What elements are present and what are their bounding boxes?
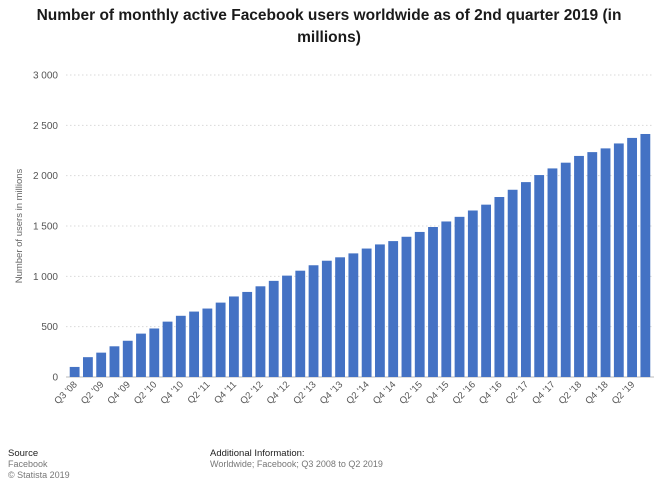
bar[interactable] (255, 286, 266, 377)
bar[interactable] (82, 357, 93, 377)
x-tick-label: Q4 '17 (530, 379, 557, 406)
x-tick-label: Q2 '14 (344, 379, 371, 406)
x-tick-label: Q4 '15 (424, 379, 451, 406)
additional-info-heading: Additional Information: (210, 448, 305, 459)
bar[interactable] (361, 248, 372, 377)
bar[interactable] (109, 346, 120, 377)
bar[interactable] (428, 227, 438, 377)
bar[interactable] (600, 148, 611, 377)
additional-info-text: Worldwide; Facebook; Q3 2008 to Q2 2019 (210, 459, 383, 469)
copyright-text: © Statista 2019 (8, 470, 70, 480)
bar[interactable] (162, 321, 173, 377)
bar[interactable] (242, 291, 253, 377)
x-tick-label: Q4 '14 (371, 379, 398, 406)
source-name[interactable]: Facebook (8, 459, 48, 469)
x-tick-label: Q2 '11 (186, 379, 213, 406)
bar[interactable] (149, 328, 160, 377)
additional-info-block: Additional Information: Worldwide; Faceb… (210, 448, 383, 470)
bar[interactable] (321, 260, 332, 377)
x-tick-label: Q2 '19 (610, 379, 637, 406)
x-tick-label: Q2 '13 (291, 379, 318, 406)
y-tick-label: 2 000 (33, 171, 58, 182)
bar[interactable] (282, 275, 292, 377)
bar[interactable] (308, 265, 319, 377)
y-tick-label: 500 (41, 322, 58, 333)
bar[interactable] (175, 315, 186, 377)
bar[interactable] (348, 253, 359, 377)
bar[interactable] (481, 204, 492, 377)
x-tick-label: Q4 '11 (212, 379, 239, 406)
bar[interactable] (441, 221, 452, 377)
x-tick-label: Q4 '12 (265, 379, 292, 406)
x-tick-label: Q2 '12 (238, 379, 265, 406)
bar[interactable] (494, 197, 505, 377)
y-tick-label: 1 500 (33, 222, 58, 233)
y-tick-label: 2 500 (33, 121, 58, 132)
x-tick-label: Q4 '18 (583, 379, 610, 406)
bar[interactable] (401, 236, 412, 377)
source-heading: Source (8, 448, 39, 459)
bar[interactable] (627, 137, 638, 377)
y-tick-label: 3 000 (33, 71, 58, 82)
source-block: Source Facebook © Statista 2019 (8, 448, 70, 481)
bar[interactable] (587, 152, 598, 377)
bar[interactable] (268, 280, 279, 377)
bar[interactable] (507, 189, 518, 377)
bar[interactable] (228, 296, 239, 377)
bar[interactable] (215, 302, 226, 377)
x-tick-label: Q2 '15 (397, 379, 424, 406)
bar[interactable] (640, 133, 651, 377)
bar[interactable] (560, 162, 571, 377)
x-tick-label: Q4 '09 (105, 379, 132, 406)
bar[interactable] (613, 143, 624, 377)
y-tick-label: 1 000 (33, 272, 58, 283)
bar[interactable] (374, 244, 385, 377)
bar[interactable] (534, 175, 545, 377)
chart-title: Number of monthly active Facebook users … (36, 7, 622, 46)
bar[interactable] (136, 333, 146, 377)
bar[interactable] (122, 340, 133, 377)
bar[interactable] (547, 168, 558, 377)
x-tick-label: Q2 '16 (451, 379, 478, 406)
bar[interactable] (335, 257, 346, 377)
x-tick-label: Q2 '10 (132, 379, 159, 406)
x-tick-label: Q4 '10 (159, 379, 186, 406)
x-tick-label: Q2 '09 (79, 379, 106, 406)
bar[interactable] (295, 270, 306, 377)
x-tick-label: Q4 '16 (477, 379, 504, 406)
bar[interactable] (388, 241, 399, 377)
y-axis-label: Number of users in millions (14, 168, 25, 283)
bar[interactable] (467, 210, 478, 377)
x-tick-label: Q2 '17 (504, 379, 531, 406)
bar[interactable] (189, 311, 200, 377)
x-tick-label: Q2 '18 (557, 379, 584, 406)
y-tick-label: 0 (52, 373, 58, 384)
x-tick-label: Q4 '13 (318, 379, 345, 406)
bar[interactable] (69, 366, 80, 377)
bar-chart: 0 500 1 000 1 500 2 000 2 500 3 000 Number of u… (14, 71, 654, 407)
bar[interactable] (454, 216, 465, 377)
bar[interactable] (520, 182, 531, 377)
bar[interactable] (574, 155, 584, 377)
bar[interactable] (202, 308, 213, 377)
bar[interactable] (96, 352, 107, 377)
bar[interactable] (414, 231, 425, 377)
